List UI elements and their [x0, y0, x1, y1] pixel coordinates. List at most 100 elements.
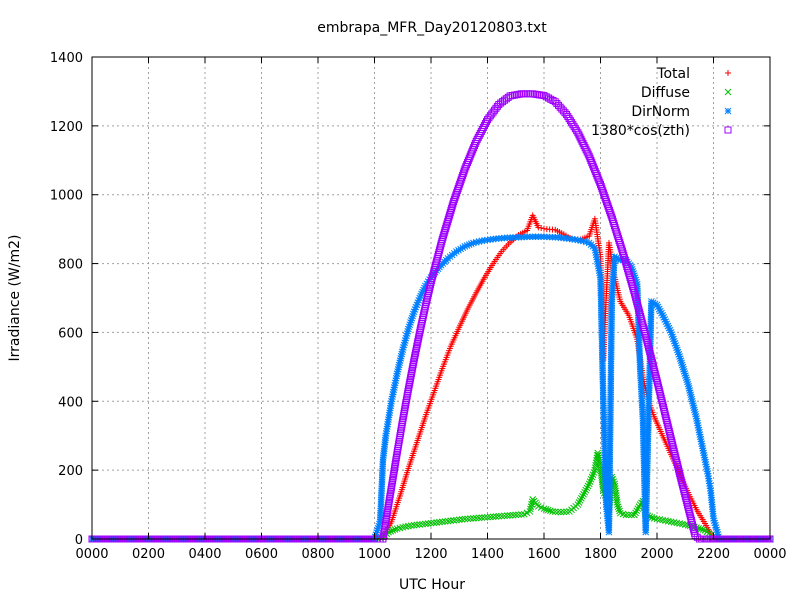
data-point	[424, 289, 432, 297]
x-tick-label: 1000	[358, 547, 391, 562]
data-point	[464, 515, 472, 523]
data-point	[524, 90, 532, 98]
data-point	[457, 176, 465, 184]
x-tick-label: 0000	[753, 547, 786, 562]
data-point	[596, 178, 604, 186]
data-point	[455, 516, 463, 524]
data-point	[651, 368, 659, 376]
data-point	[673, 459, 681, 467]
data-point	[686, 510, 694, 518]
data-point	[625, 511, 633, 519]
data-point	[506, 512, 514, 519]
data-point	[542, 93, 550, 101]
data-point	[663, 419, 671, 427]
data-point	[623, 262, 631, 270]
data-point	[620, 254, 628, 262]
data-point	[665, 428, 673, 436]
x-axis-title: UTC Hour	[399, 577, 465, 593]
data-point	[541, 225, 547, 232]
data-point	[455, 182, 463, 190]
data-point	[642, 332, 650, 340]
data-point	[450, 517, 457, 524]
data-point	[614, 501, 621, 508]
data-point	[472, 514, 480, 522]
legend-label: 1380*cos(zth)	[591, 123, 690, 139]
data-point	[551, 508, 559, 516]
data-point	[448, 202, 456, 210]
data-point	[666, 430, 674, 438]
data-point	[560, 508, 568, 516]
data-point	[670, 447, 678, 455]
data-point	[662, 412, 670, 420]
data-point	[544, 506, 552, 514]
data-point	[576, 497, 584, 504]
data-point	[557, 508, 565, 516]
data-point	[675, 467, 683, 475]
x-tick-label: 2200	[697, 547, 730, 562]
data-point	[467, 515, 474, 522]
data-point	[650, 365, 658, 373]
data-point	[438, 238, 446, 246]
data-point	[450, 198, 458, 206]
data-point	[600, 189, 608, 197]
data-point	[622, 260, 630, 268]
data-point	[430, 519, 438, 527]
data-point	[633, 507, 641, 515]
x-tick-label: 1400	[471, 547, 504, 562]
data-point	[648, 356, 656, 364]
x-tick-label: 1200	[414, 547, 447, 562]
data-point	[655, 385, 663, 393]
data-point	[503, 512, 511, 519]
data-point	[427, 519, 435, 527]
data-point	[657, 392, 665, 400]
data-point	[424, 292, 432, 300]
data-point	[682, 496, 690, 504]
data-point	[603, 200, 611, 208]
data-point	[501, 512, 508, 520]
y-tick-label: 800	[58, 258, 83, 273]
data-point	[673, 461, 681, 469]
data-point	[671, 450, 679, 458]
data-point	[452, 191, 460, 199]
data-point	[589, 161, 597, 169]
data-point	[587, 156, 595, 164]
data-point	[389, 527, 397, 534]
y-tick-label: 1000	[50, 189, 83, 204]
data-point	[492, 513, 500, 520]
data-point	[598, 185, 606, 193]
data-point	[647, 298, 655, 305]
data-point	[475, 514, 483, 522]
x-tick-label: 0000	[75, 547, 108, 562]
data-point	[643, 336, 651, 344]
data-point	[685, 508, 693, 516]
data-point	[512, 511, 520, 519]
data-point	[438, 518, 446, 526]
data-point	[495, 512, 503, 520]
data-point	[421, 303, 429, 311]
data-point	[470, 514, 477, 522]
data-point	[644, 341, 652, 349]
series-star	[88, 233, 774, 543]
data-point	[655, 383, 663, 391]
data-point	[657, 394, 665, 402]
legend-marker	[725, 70, 731, 76]
data-point	[439, 233, 447, 241]
data-point	[425, 285, 433, 293]
y-tick-label: 200	[58, 464, 83, 479]
data-point	[699, 526, 707, 534]
data-point	[618, 247, 626, 255]
data-point	[624, 267, 632, 275]
data-point	[423, 294, 431, 302]
data-point	[585, 152, 593, 160]
data-point	[446, 209, 454, 217]
legend-marker	[724, 126, 732, 134]
data-point	[442, 222, 450, 230]
data-point	[575, 499, 583, 506]
data-point	[647, 354, 655, 362]
data-point	[643, 339, 651, 347]
data-point	[619, 249, 627, 257]
data-point	[674, 463, 682, 471]
data-point	[453, 516, 460, 524]
data-point	[679, 483, 687, 491]
data-point	[672, 456, 680, 464]
